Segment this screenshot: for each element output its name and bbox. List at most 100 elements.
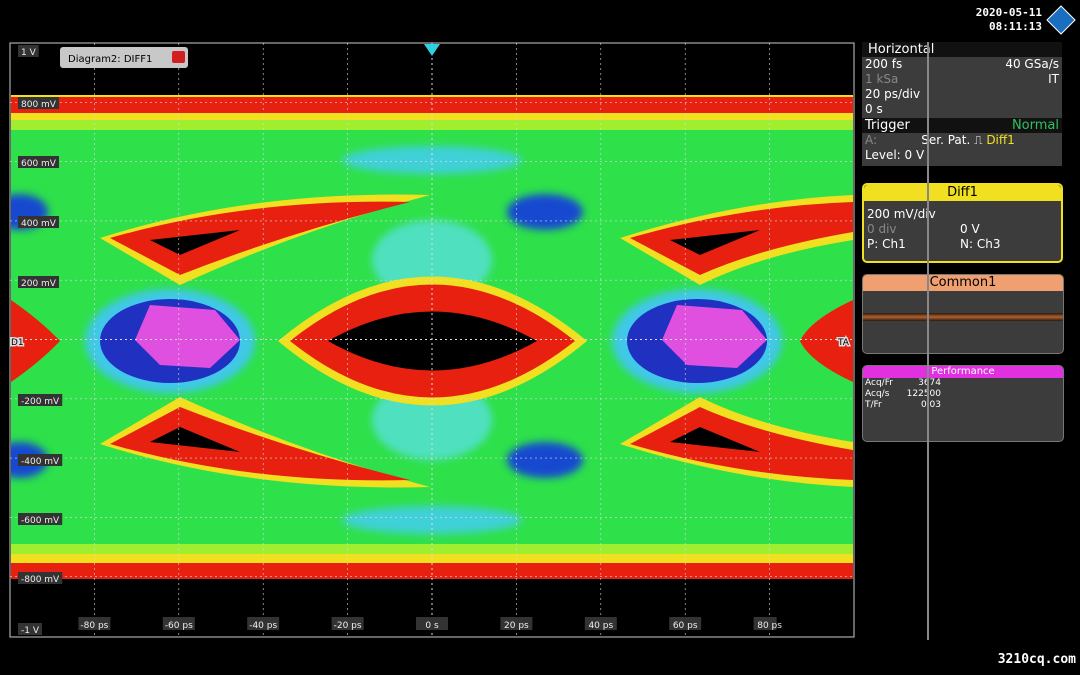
x-tick-label: -60 ps (165, 621, 193, 631)
y-tick-label: 400 mV (21, 219, 57, 229)
x-tick-label: -40 ps (249, 621, 277, 631)
trigger-mode: Normal (1011, 118, 1059, 133)
metric-value: 3674 (918, 378, 941, 388)
x-tick: 20 ps (500, 617, 533, 631)
time: 08:11:13 (989, 20, 1042, 33)
x-tick: 60 ps (669, 617, 702, 631)
y-tick-label: 1 V (21, 48, 37, 58)
trigger-type: Ser. Pat. (921, 133, 971, 147)
metric-name: T/Fr (865, 400, 882, 410)
logo (1046, 5, 1076, 35)
performance-row: Acq/Fr 3674 (863, 378, 1063, 389)
label-bg (669, 617, 702, 630)
label-bg (584, 617, 617, 630)
y-tick-label: -400 mV (21, 457, 60, 467)
y-tick: 1 V (18, 45, 39, 58)
panel-title: Performance (863, 366, 1063, 378)
trigger-source: Diff1 (986, 133, 1015, 147)
x-tick-label: 40 ps (588, 621, 613, 631)
mode: IT (1048, 72, 1059, 86)
y-tick: 400 mV (18, 216, 59, 229)
trigger-panel[interactable]: Trigger Normal A: Ser. Pat. ⎍ Diff1 Level:… (862, 118, 1062, 166)
y-tick-label: 800 mV (21, 100, 57, 110)
panel-title: Trigger (865, 118, 910, 133)
x-tick: -20 ps (331, 617, 364, 631)
metric-name: Acq/s (865, 389, 890, 399)
right-marker: TA (837, 338, 850, 348)
metric-value: 0.03 (920, 400, 941, 410)
y-tick-label: -800 mV (21, 575, 60, 585)
preview (863, 313, 1063, 321)
x-tick-label: -20 ps (334, 621, 362, 631)
watermark: 3210cq.com (997, 652, 1076, 667)
y-tick: -800 mV (18, 572, 63, 585)
panel-title: Horizontal (862, 42, 1062, 57)
label-bg (331, 617, 364, 630)
label-bg (78, 617, 111, 630)
resolution: 200 fs (865, 57, 903, 71)
x-tick: -60 ps (162, 617, 195, 631)
vertical-scale: 200 mV/div (867, 207, 936, 221)
y-tick: -200 mV (18, 394, 63, 407)
label-bg (18, 513, 63, 525)
panel-title: Common1 (863, 275, 1063, 291)
horizontal-panel[interactable]: Horizontal 200 fs 40 GSa/s 1 kSa IT 20 ps/… (862, 42, 1062, 118)
x-tick-label: -80 ps (80, 621, 108, 631)
tab-label: Diagram2: DIFF1 (68, 54, 152, 65)
label-bg (500, 617, 533, 630)
y-tick: -600 mV (18, 513, 63, 526)
label-bg (18, 623, 42, 635)
y-tick: 600 mV (18, 156, 59, 169)
y-tick: 800 mV (18, 97, 59, 110)
performance-panel[interactable]: Performance Acq/Fr 3674 Acq/s 122500 T/Fr 0.0… (862, 365, 1064, 442)
sample-rate: 40 GSa/s (1005, 57, 1059, 71)
x-tick: -40 ps (247, 617, 280, 631)
record-length: 1 kSa (865, 72, 899, 86)
y-tick: -400 mV (18, 454, 63, 467)
performance-row: Acq/s 122500 (863, 389, 1063, 400)
offset-div: 0 div (867, 222, 897, 236)
negative-input: N: Ch3 (960, 237, 1001, 251)
tab (60, 47, 188, 68)
common1-panel[interactable]: Common1 (862, 274, 1064, 354)
y-tick: 200 mV (18, 276, 59, 289)
y-tick-label: 600 mV (21, 159, 57, 169)
label-bg (18, 45, 39, 57)
trigger-marker (424, 44, 440, 56)
position: 0 s (865, 102, 883, 116)
date: 2020-05-11 (975, 6, 1042, 19)
label-bg (18, 216, 59, 228)
label-bg (18, 276, 59, 288)
divider (927, 42, 929, 640)
positive-input: P: Ch1 (867, 237, 906, 251)
label-bg (18, 454, 63, 466)
label-bg (18, 572, 63, 584)
label-bg (18, 394, 63, 406)
panel-title: Diff1 (864, 185, 1061, 201)
grid (10, 43, 854, 637)
diagram: Diagram2: DIFF1 D1 TA 1 V 800 mV 600 mV 400… (9, 42, 855, 638)
performance-table: Acq/Fr 3674 Acq/s 122500 T/Fr 0.03 (863, 378, 1063, 411)
x-tick-label: 60 ps (673, 621, 698, 631)
label-bg (753, 617, 777, 630)
y-tick-label: -200 mV (21, 397, 60, 407)
label-bg (18, 97, 59, 109)
offset: 0 V (960, 222, 980, 236)
close-button[interactable] (172, 51, 185, 63)
x-tick: 40 ps (584, 617, 617, 631)
label-bg (416, 617, 448, 630)
y-tick-label: -600 mV (21, 516, 60, 526)
x-tick-label: 80 ps (757, 621, 782, 631)
x-tick: 80 ps (753, 617, 782, 631)
diff1-panel[interactable]: Diff1 200 mV/div 0 div 0 V P: Ch1 N: Ch3 (862, 183, 1063, 263)
metric-name: Acq/Fr (865, 378, 893, 388)
label-bg (247, 617, 280, 630)
left-marker: D1 (11, 338, 24, 348)
x-tick-label: 20 ps (504, 621, 529, 631)
label-bg (162, 617, 195, 630)
x-tick-label: 0 s (425, 621, 439, 631)
y-tick-label: -1 V (21, 626, 40, 636)
eye-diagram (11, 95, 853, 579)
y-tick-label: 200 mV (21, 279, 57, 289)
